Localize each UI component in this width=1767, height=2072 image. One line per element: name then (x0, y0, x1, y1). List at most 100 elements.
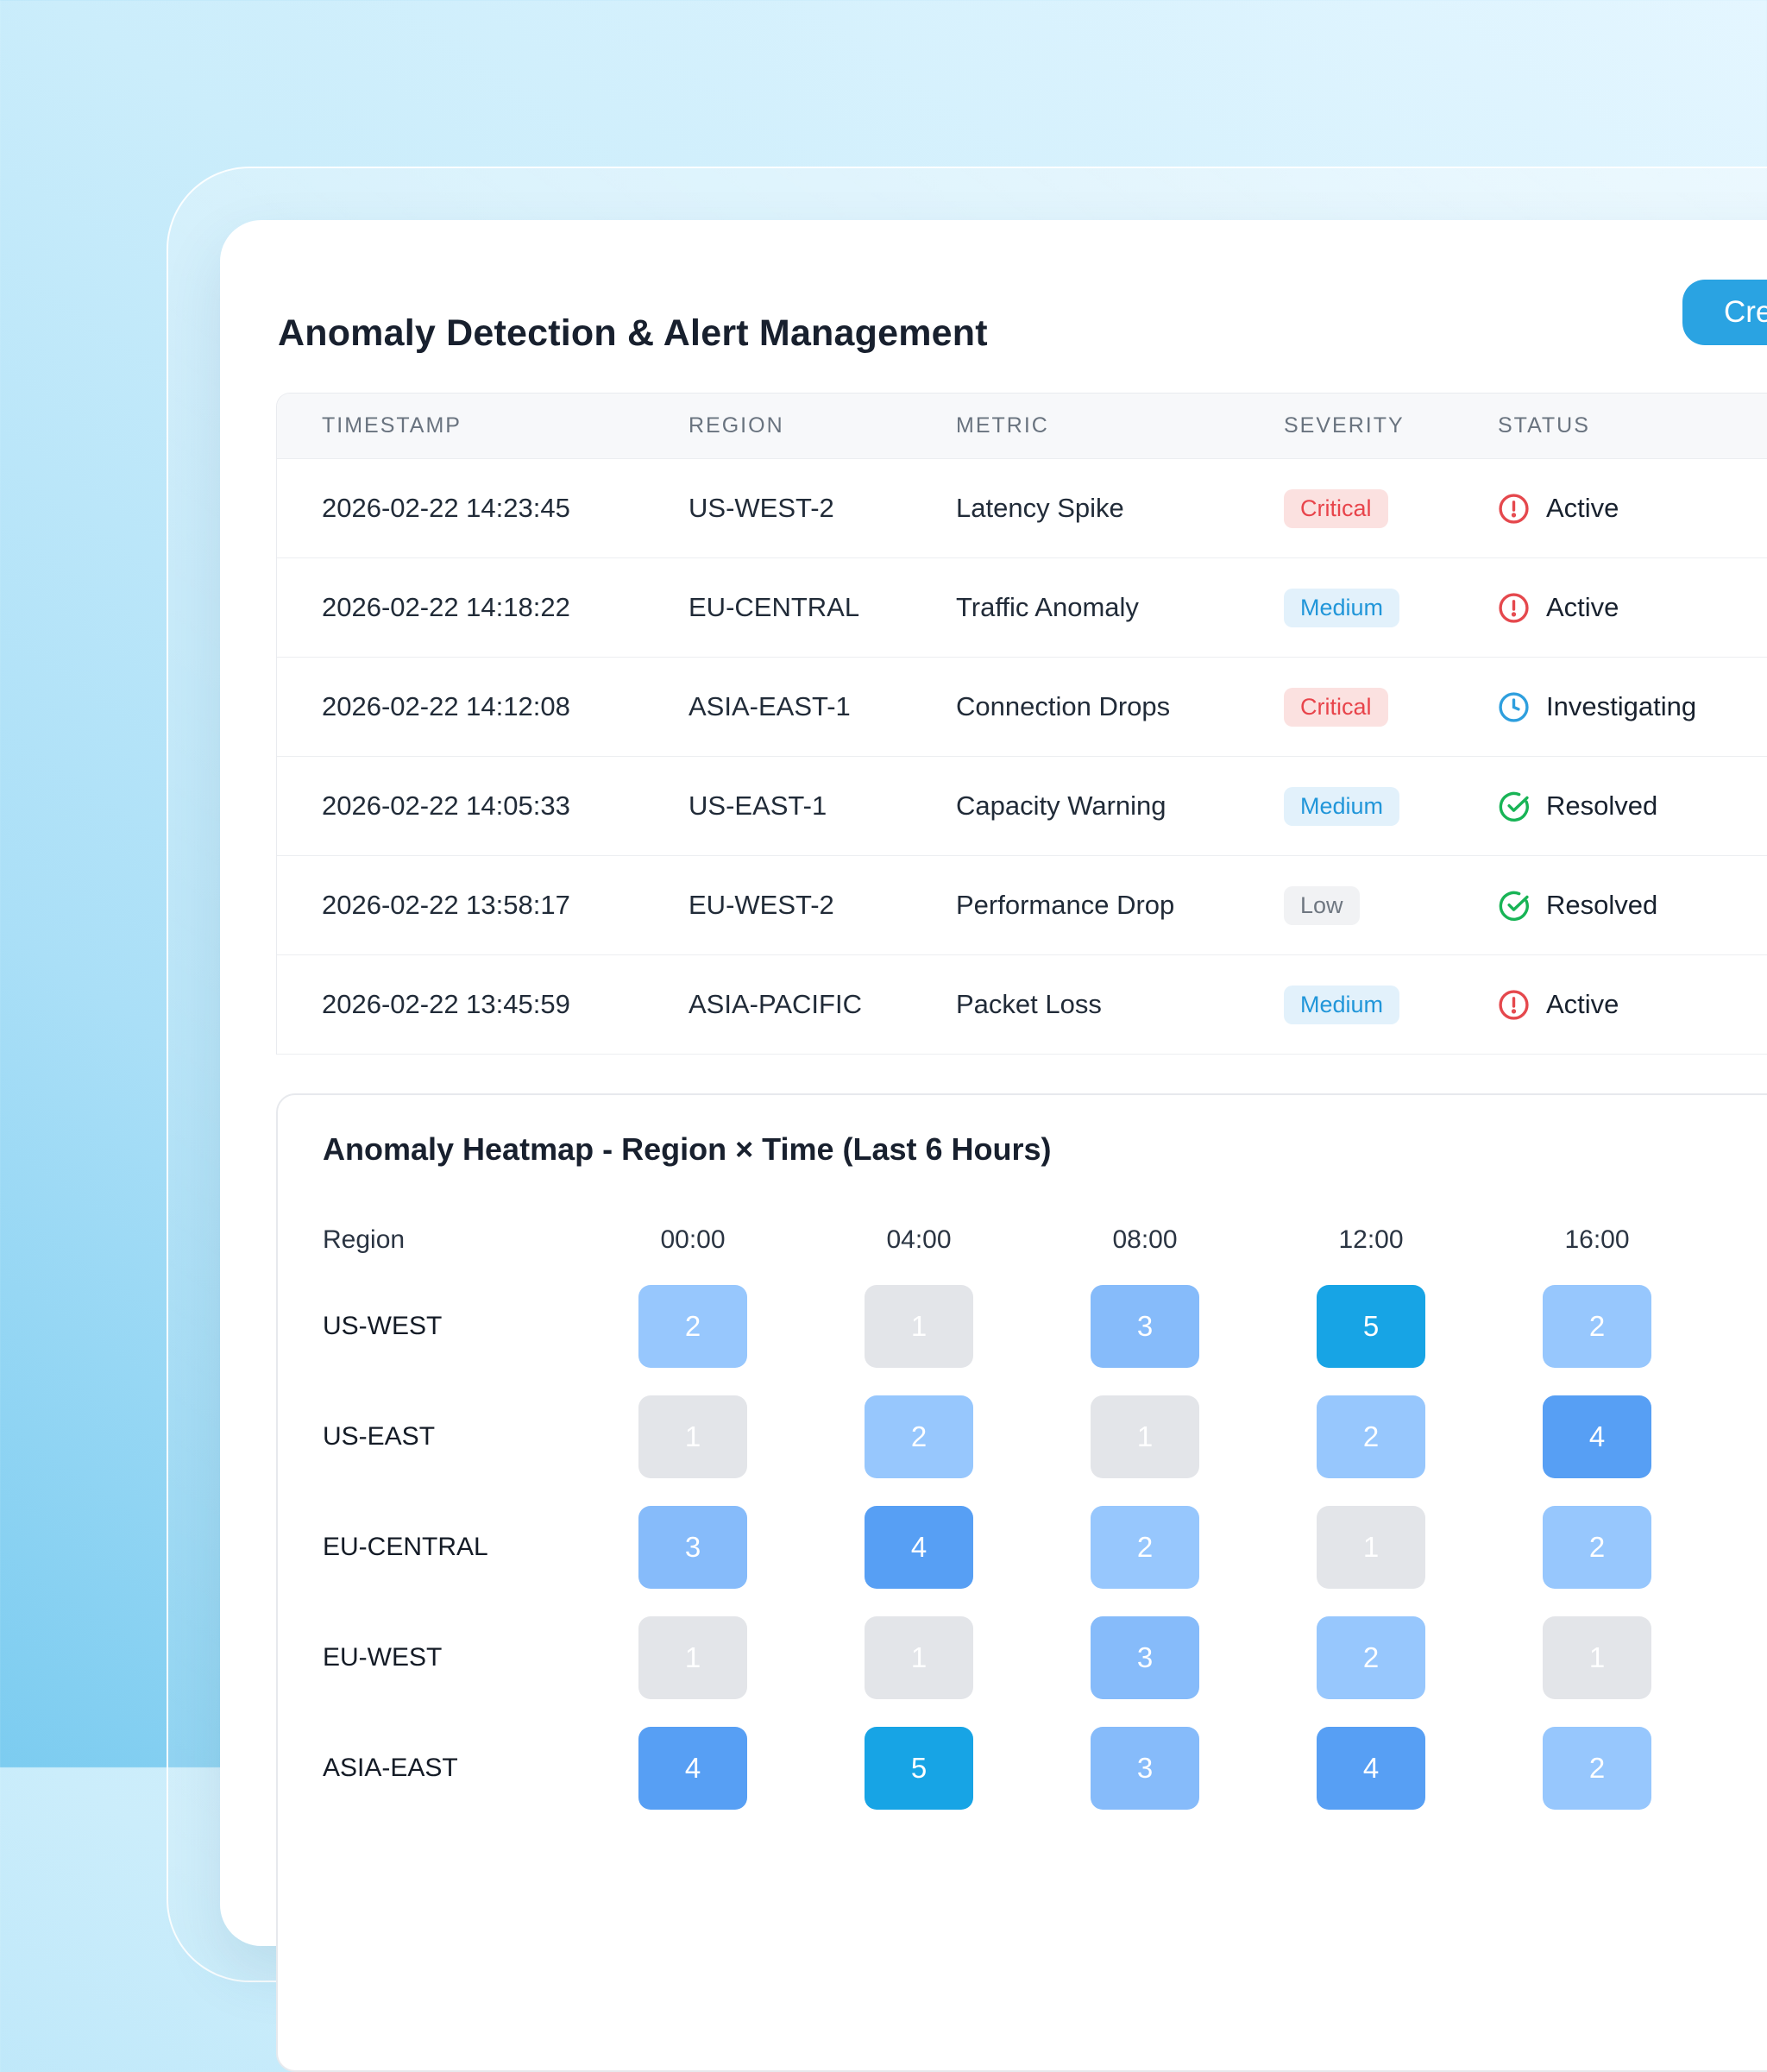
column-header-severity: Severity (1284, 413, 1405, 438)
heatmap-row: ASIA-EAST 4 5 3 4 2 (323, 1713, 1767, 1823)
heatmap-cell: 1 (638, 1616, 747, 1699)
severity-badge: Low (1284, 885, 1360, 925)
heatmap-time-label: 00:00 (660, 1225, 726, 1254)
heatmap-cell: 1 (865, 1285, 973, 1368)
clock-icon (1499, 691, 1529, 722)
cell-metric: Packet Loss (956, 989, 1102, 1019)
heatmap-grid: Region 00:00 04:00 08:00 12:00 16:00 US-… (323, 1216, 1767, 1823)
cell-timestamp: 2026-02-22 13:45:59 (322, 989, 570, 1019)
cell-metric: Performance Drop (956, 890, 1175, 920)
heatmap-cell: 5 (1317, 1285, 1425, 1368)
heatmap-region-label: US-WEST (323, 1312, 443, 1340)
heatmap-row: EU-WEST 1 1 3 2 1 (323, 1603, 1767, 1713)
alert-circle-icon (1499, 493, 1529, 524)
cell-metric: Capacity Warning (956, 790, 1166, 821)
status-cell: Active (1498, 989, 1767, 1021)
heatmap-cell: 1 (1543, 1616, 1651, 1699)
heatmap-cell: 3 (1091, 1285, 1199, 1368)
table-row[interactable]: 2026-02-22 14:05:33 US-EAST-1 Capacity W… (277, 757, 1767, 856)
alert-circle-icon (1499, 989, 1529, 1020)
heatmap-cell: 2 (1543, 1506, 1651, 1589)
severity-badge: Critical (1284, 488, 1388, 528)
heatmap-row: US-WEST 2 1 3 5 2 (323, 1271, 1767, 1382)
status-label: Active (1546, 592, 1619, 622)
column-header-metric: Metric (956, 413, 1049, 438)
heatmap-cell: 1 (1091, 1395, 1199, 1478)
cell-region: EU-WEST-2 (689, 890, 834, 920)
status-label: Resolved (1546, 890, 1658, 920)
heatmap-cell: 1 (865, 1616, 973, 1699)
status-cell: Active (1498, 493, 1767, 525)
table-row[interactable]: 2026-02-22 14:12:08 ASIA-EAST-1 Connecti… (277, 658, 1767, 757)
cell-metric: Connection Drops (956, 691, 1171, 721)
heatmap-region-label: EU-WEST (323, 1643, 443, 1672)
heatmap-cell: 4 (1317, 1727, 1425, 1810)
heatmap-time-label: 08:00 (1112, 1225, 1178, 1254)
heatmap-cell: 3 (1091, 1727, 1199, 1810)
heatmap-cell: 2 (865, 1395, 973, 1478)
heatmap-cell: 2 (638, 1285, 747, 1368)
heatmap-cell: 2 (1543, 1727, 1651, 1810)
status-label: Resolved (1546, 790, 1658, 821)
column-header-region: Region (689, 413, 784, 438)
table-row[interactable]: 2026-02-22 14:18:22 EU-CENTRAL Traffic A… (277, 558, 1767, 658)
cell-timestamp: 2026-02-22 14:23:45 (322, 493, 570, 523)
table-row[interactable]: 2026-02-22 13:58:17 EU-WEST-2 Performanc… (277, 856, 1767, 955)
severity-badge: Medium (1284, 985, 1400, 1024)
check-circle-icon (1499, 891, 1529, 921)
heatmap-cell: 2 (1543, 1285, 1651, 1368)
cell-metric: Traffic Anomaly (956, 592, 1139, 622)
cell-timestamp: 2026-02-22 14:12:08 (322, 691, 570, 721)
check-circle-icon (1499, 791, 1529, 822)
status-cell: Resolved (1498, 890, 1767, 922)
heatmap-cell: 3 (638, 1506, 747, 1589)
page-title: Anomaly Detection & Alert Management (278, 312, 988, 354)
severity-badge: Medium (1284, 588, 1400, 627)
heatmap-cell: 2 (1317, 1395, 1425, 1478)
heatmap-cell: 2 (1091, 1506, 1199, 1589)
heatmap-cell: 3 (1091, 1616, 1199, 1699)
status-label: Active (1546, 989, 1619, 1019)
table-row[interactable]: 2026-02-22 13:45:59 ASIA-PACIFIC Packet … (277, 955, 1767, 1055)
status-cell: Investigating (1498, 691, 1767, 723)
column-header-timestamp: Timestamp (322, 413, 462, 438)
column-header-status: Status (1498, 413, 1590, 438)
severity-badge: Critical (1284, 687, 1388, 727)
heatmap-cell: 4 (638, 1727, 747, 1810)
heatmap-title: Anomaly Heatmap - Region × Time (Last 6 … (323, 1131, 1052, 1167)
cell-region: ASIA-PACIFIC (689, 989, 862, 1019)
cell-timestamp: 2026-02-22 14:18:22 (322, 592, 570, 622)
heatmap-time-label: 16:00 (1564, 1225, 1630, 1254)
cell-timestamp: 2026-02-22 14:05:33 (322, 790, 570, 821)
heatmap-cell: 4 (865, 1506, 973, 1589)
heatmap-cell: 5 (865, 1727, 973, 1810)
main-card: Anomaly Detection & Alert Management Cre… (220, 220, 1767, 2072)
cell-region: EU-CENTRAL (689, 592, 860, 622)
heatmap-panel: Anomaly Heatmap - Region × Time (Last 6 … (276, 1093, 1767, 2072)
severity-badge: Medium (1284, 786, 1400, 826)
heatmap-region-label: US-EAST (323, 1422, 436, 1451)
alert-circle-icon (1499, 592, 1529, 623)
heatmap-cell: 4 (1543, 1395, 1651, 1478)
heatmap-region-label: ASIA-EAST (323, 1754, 458, 1782)
alerts-table-header: Timestamp Region Metric Severity Status (277, 394, 1767, 459)
create-alert-button[interactable]: Crea (1682, 280, 1767, 345)
heatmap-region-header: Region (323, 1225, 406, 1254)
heatmap-header-row: Region 00:00 04:00 08:00 12:00 16:00 (323, 1216, 1767, 1264)
cell-region: ASIA-EAST-1 (689, 691, 851, 721)
alerts-table: Timestamp Region Metric Severity Status … (276, 393, 1767, 1055)
table-row[interactable]: 2026-02-22 14:23:45 US-WEST-2 Latency Sp… (277, 459, 1767, 558)
status-label: Investigating (1546, 691, 1697, 721)
heatmap-cell: 1 (638, 1395, 747, 1478)
heatmap-time-label: 04:00 (886, 1225, 952, 1254)
cell-timestamp: 2026-02-22 13:58:17 (322, 890, 570, 920)
heatmap-row: EU-CENTRAL 3 4 2 1 2 (323, 1492, 1767, 1603)
cell-region: US-WEST-2 (689, 493, 834, 523)
heatmap-time-label: 12:00 (1338, 1225, 1404, 1254)
heatmap-cell: 2 (1317, 1616, 1425, 1699)
status-cell: Active (1498, 592, 1767, 624)
heatmap-region-label: EU-CENTRAL (323, 1533, 488, 1561)
heatmap-row: US-EAST 1 2 1 2 4 (323, 1382, 1767, 1492)
status-cell: Resolved (1498, 790, 1767, 822)
